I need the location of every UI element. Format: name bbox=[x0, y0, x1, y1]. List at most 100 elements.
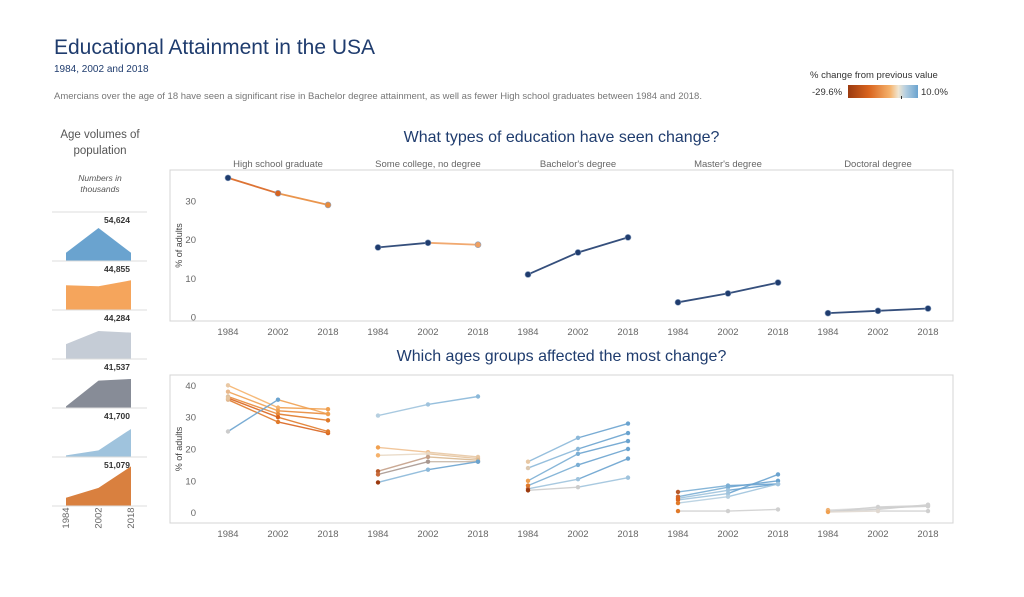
y-tick-label: 30 bbox=[185, 197, 196, 208]
data-point bbox=[574, 249, 582, 256]
data-point bbox=[424, 239, 432, 247]
age-area-shape bbox=[66, 228, 131, 261]
data-point bbox=[325, 411, 331, 417]
series-line-segment bbox=[677, 492, 729, 501]
data-point bbox=[275, 405, 281, 410]
panel-header: High school graduate bbox=[233, 159, 323, 170]
x-tick-label: 2002 bbox=[867, 529, 888, 540]
legend-title: % change from previous value bbox=[810, 70, 938, 81]
data-point bbox=[425, 451, 431, 456]
age-x-tick-label: 2002 bbox=[94, 507, 105, 528]
series-line-segment bbox=[677, 292, 729, 304]
data-point bbox=[475, 459, 481, 464]
data-point bbox=[775, 507, 781, 512]
y-tick-label: 10 bbox=[185, 274, 196, 285]
y-tick-label: 0 bbox=[191, 508, 196, 519]
age-x-tick-label: 2018 bbox=[126, 507, 137, 528]
series-line-segment bbox=[227, 395, 279, 415]
data-point bbox=[625, 438, 631, 444]
data-point bbox=[474, 241, 482, 249]
age-area-shape bbox=[66, 466, 131, 506]
data-point bbox=[725, 488, 731, 493]
y-tick-label: 10 bbox=[185, 476, 196, 487]
data-point bbox=[375, 472, 381, 477]
age-panel-note: Numbers in thousands bbox=[78, 173, 122, 194]
series-line-segment bbox=[227, 177, 279, 195]
panel-header: Master's degree bbox=[694, 159, 762, 170]
series-line-segment bbox=[427, 456, 479, 461]
series-line-segment bbox=[427, 451, 479, 458]
legend-zero-tick bbox=[901, 96, 902, 99]
age-area-shape bbox=[66, 428, 131, 457]
series-line-segment bbox=[377, 469, 429, 484]
series-line-segment bbox=[277, 192, 329, 206]
series-line-segment bbox=[277, 413, 329, 422]
y-axis-label: % of adults bbox=[174, 426, 184, 471]
series-line-segment bbox=[277, 421, 329, 434]
series-line-segment bbox=[527, 464, 579, 487]
x-tick-label: 1984 bbox=[667, 529, 688, 540]
age-volume-label: 41,537 bbox=[104, 362, 130, 372]
data-point bbox=[324, 201, 332, 209]
panel-header: Doctoral degree bbox=[844, 159, 912, 170]
series-line-segment bbox=[727, 281, 779, 295]
age-panel-title: Age volumes of population bbox=[60, 129, 140, 157]
data-point bbox=[524, 271, 532, 278]
x-tick-label: 2018 bbox=[767, 529, 788, 540]
data-point bbox=[275, 408, 281, 414]
x-tick-label: 2002 bbox=[417, 327, 438, 338]
x-tick-label: 2018 bbox=[917, 529, 938, 540]
data-point bbox=[625, 456, 631, 461]
data-point bbox=[725, 508, 731, 514]
series-line-segment bbox=[377, 241, 429, 249]
data-point bbox=[275, 397, 281, 402]
data-point bbox=[925, 508, 931, 514]
data-point bbox=[674, 299, 682, 306]
series-line-segment bbox=[877, 504, 929, 508]
data-point bbox=[325, 429, 331, 434]
data-point bbox=[575, 484, 581, 490]
series-line-segment bbox=[877, 307, 929, 312]
series-line-segment bbox=[277, 416, 329, 433]
series-line-segment bbox=[727, 473, 779, 495]
data-point bbox=[425, 402, 431, 407]
data-point bbox=[725, 484, 731, 490]
panel-header: Bachelor's degree bbox=[540, 159, 616, 170]
x-tick-label: 1984 bbox=[217, 529, 238, 540]
series-line-segment bbox=[527, 486, 579, 492]
series-line-segment bbox=[377, 403, 429, 417]
series-line-segment bbox=[577, 457, 629, 480]
series-line-segment bbox=[277, 399, 329, 415]
age-area-shape bbox=[66, 330, 131, 359]
series-line-segment bbox=[427, 395, 479, 406]
x-tick-label: 1984 bbox=[817, 327, 838, 338]
data-point bbox=[275, 419, 281, 425]
series-line-segment bbox=[527, 478, 579, 490]
x-tick-label: 2018 bbox=[617, 529, 638, 540]
data-point bbox=[675, 489, 681, 495]
x-tick-label: 2018 bbox=[317, 327, 338, 338]
age-volume-label: 51,079 bbox=[104, 460, 130, 470]
data-point bbox=[525, 465, 531, 471]
series-line-segment bbox=[577, 422, 629, 439]
x-tick-label: 2018 bbox=[767, 327, 788, 338]
series-line-segment bbox=[427, 453, 479, 460]
x-tick-label: 2002 bbox=[267, 529, 288, 540]
data-point bbox=[575, 462, 581, 468]
data-point bbox=[624, 234, 632, 241]
age-chart-title: Which ages groups affected the most chan… bbox=[396, 348, 727, 365]
y-tick-label: 0 bbox=[191, 313, 196, 324]
data-point bbox=[325, 407, 331, 412]
x-tick-label: 1984 bbox=[667, 327, 688, 338]
series-line-segment bbox=[377, 446, 429, 453]
series-line-segment bbox=[227, 399, 279, 433]
x-tick-label: 2002 bbox=[567, 529, 588, 540]
data-point bbox=[575, 451, 581, 456]
page-subtitle: 1984, 2002 and 2018 bbox=[54, 64, 149, 75]
chart-frame bbox=[169, 374, 954, 524]
x-tick-label: 1984 bbox=[217, 327, 238, 338]
data-point bbox=[225, 429, 231, 434]
y-tick-label: 20 bbox=[185, 235, 196, 246]
data-point bbox=[325, 418, 331, 423]
